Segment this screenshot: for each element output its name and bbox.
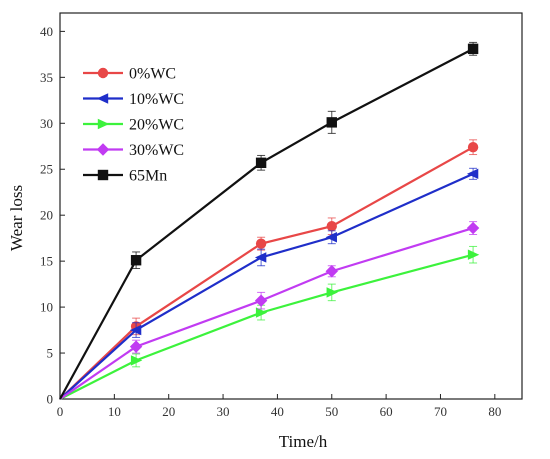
series-30pct-wc: [59, 221, 480, 400]
x-tick-label: 50: [325, 404, 338, 419]
series-line: [59, 146, 474, 400]
data-point: [254, 294, 268, 307]
x-tick-label: 10: [108, 404, 121, 419]
data-point: [255, 157, 267, 169]
legend-label: 0%WC: [129, 66, 176, 83]
legend-label: 30%WC: [129, 142, 184, 159]
y-tick-label: 40: [40, 24, 53, 39]
data-point: [130, 255, 142, 266]
data-point: [466, 221, 480, 235]
legend-item: 10%WC: [83, 91, 184, 108]
y-tick-label: 15: [40, 254, 53, 269]
legend-marker: [97, 118, 110, 130]
x-tick-label: 70: [434, 404, 447, 419]
data-point: [326, 117, 337, 128]
x-tick-label: 30: [217, 404, 230, 419]
x-axis-title: Time/h: [279, 432, 328, 451]
data-point: [325, 232, 337, 243]
data-point: [129, 324, 142, 336]
legend-item: 30%WC: [83, 142, 184, 159]
data-point: [255, 307, 268, 318]
legend-marker: [97, 67, 109, 79]
series-20pct-wc: [59, 245, 480, 400]
x-tick-label: 20: [162, 404, 175, 419]
legend-item: 65Mn: [83, 168, 167, 185]
x-tick-label: 40: [271, 404, 284, 419]
data-point: [255, 238, 267, 249]
legend-label: 20%WC: [129, 117, 184, 134]
data-point: [467, 141, 479, 153]
legend-item: 0%WC: [83, 66, 176, 83]
y-tick-label: 20: [40, 208, 53, 223]
data-point: [467, 249, 480, 260]
data-point: [326, 221, 337, 232]
x-tick-label: 0: [57, 404, 64, 419]
data-point: [326, 287, 338, 298]
legend-marker: [96, 93, 109, 104]
y-tick-label: 0: [47, 392, 54, 407]
y-tick-label: 30: [40, 116, 53, 131]
plot-frame: [59, 12, 523, 400]
y-tick-label: 35: [40, 70, 53, 85]
legend-label: 10%WC: [129, 91, 184, 108]
legend-marker: [97, 169, 109, 181]
y-tick-label: 5: [47, 346, 54, 361]
series-65mn: [59, 41, 479, 400]
data-point: [325, 265, 338, 278]
y-tick-label: 25: [40, 162, 53, 177]
legend-marker: [96, 143, 110, 156]
series-line: [59, 227, 474, 400]
data-point: [129, 340, 143, 353]
series-line: [59, 253, 474, 400]
series-line: [59, 47, 474, 400]
x-tick-label: 80: [488, 404, 501, 419]
y-tick-label: 10: [40, 300, 53, 315]
x-tick-label: 60: [380, 404, 393, 419]
data-point: [254, 252, 267, 263]
data-point: [130, 355, 143, 366]
data-point: [466, 168, 479, 180]
data-point: [467, 43, 479, 55]
series-10pct-wc: [59, 167, 479, 400]
legend-label: 65Mn: [129, 168, 167, 185]
y-axis-title: Wear loss: [7, 185, 26, 251]
legend-item: 20%WC: [83, 117, 184, 134]
